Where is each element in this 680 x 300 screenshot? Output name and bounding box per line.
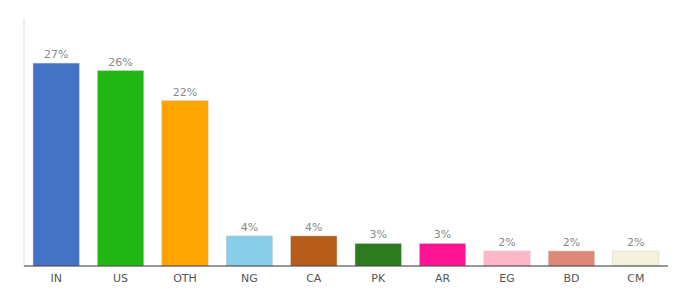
x-tick-label: OTH xyxy=(173,272,197,285)
bar xyxy=(162,101,208,266)
bar xyxy=(226,236,272,266)
data-label: 3% xyxy=(434,228,451,241)
bar xyxy=(33,63,79,266)
x-tick-label: EG xyxy=(499,272,514,285)
x-tick-label: NG xyxy=(241,272,258,285)
x-tick-label: PK xyxy=(371,272,386,285)
x-tick-label: US xyxy=(113,272,128,285)
x-tick-label: CM xyxy=(627,272,644,285)
data-label: 22% xyxy=(173,86,197,99)
data-label: 2% xyxy=(498,236,515,249)
data-label: 3% xyxy=(369,228,386,241)
data-label: 4% xyxy=(241,221,258,234)
data-label: 26% xyxy=(108,56,132,69)
bar xyxy=(97,71,143,266)
chart: IN US OTH NG CA PK AR EG BD CM 27% 26% 22% 4% 4% 3% 3% 2%… xyxy=(0,0,680,300)
data-label: 27% xyxy=(44,48,68,61)
bar xyxy=(419,243,465,266)
chart-container: IN US OTH NG CA PK AR EG BD CM 27% 26% 22% 4% 4% 3% 3% 2%… xyxy=(0,0,680,300)
x-tick-label: AR xyxy=(435,272,451,285)
data-label: 2% xyxy=(627,236,644,249)
x-tick-label: BD xyxy=(563,272,579,285)
bar xyxy=(291,236,337,266)
data-label: 2% xyxy=(563,236,580,249)
data-label: 4% xyxy=(305,221,322,234)
bars xyxy=(33,63,659,266)
x-tick-label: CA xyxy=(306,272,322,285)
bar xyxy=(355,243,401,266)
bar xyxy=(613,251,659,266)
bar xyxy=(484,251,530,266)
x-tick-label: IN xyxy=(50,272,61,285)
y-axis-line xyxy=(24,18,25,266)
x-axis-line xyxy=(24,266,668,267)
bar xyxy=(548,251,594,266)
